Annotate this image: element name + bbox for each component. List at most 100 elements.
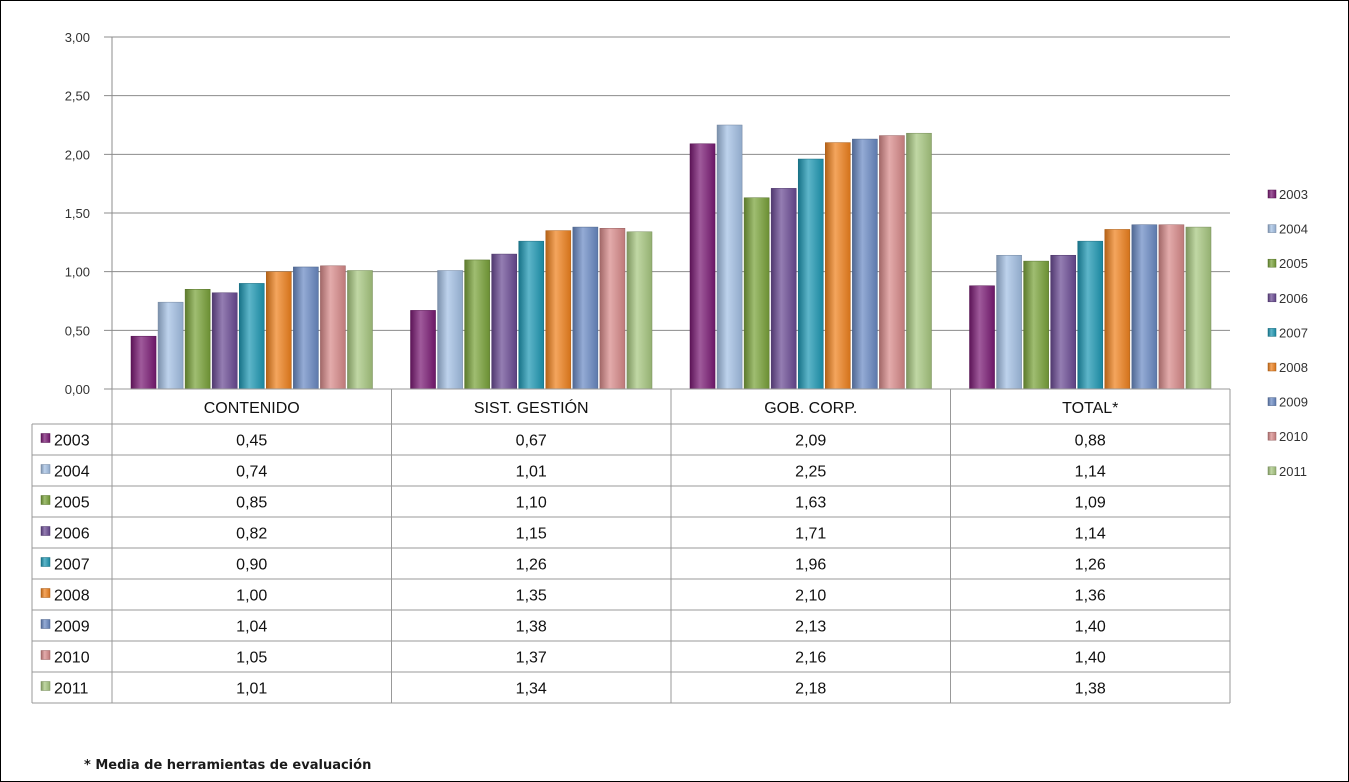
table-legend-key: [40, 557, 51, 567]
table-cell-value: 1,14: [1075, 526, 1106, 543]
category-label: CONTENIDO: [204, 400, 300, 417]
table-row-label: 2008: [54, 588, 90, 605]
bar-2004-2: [437, 270, 463, 390]
bar-2009-3: [852, 138, 878, 390]
table-legend-key: [40, 433, 51, 443]
legend-label: 2004: [1279, 222, 1308, 237]
table-legend-key: [40, 464, 51, 474]
bar-2005-4: [1023, 260, 1049, 390]
table-cell-value: 0,74: [236, 464, 267, 481]
legend-key: [1267, 258, 1277, 268]
legend-label: 2009: [1279, 395, 1308, 410]
legend-label: 2008: [1279, 360, 1308, 375]
bar-2010-3: [879, 135, 905, 390]
bar-2007-1: [238, 283, 265, 390]
legend-key: [1267, 431, 1277, 441]
bar-2011-1: [347, 270, 373, 390]
table-legend-key: [40, 619, 51, 629]
legend-key: [1267, 189, 1277, 199]
table-cell-value: 1,37: [516, 650, 547, 667]
table-cell-value: 0,82: [236, 526, 267, 543]
y-tick-label: 2,50: [65, 89, 90, 104]
legend-key: [1267, 328, 1277, 337]
bar-2005-3: [743, 197, 770, 390]
table-cell-value: 1,14: [1075, 464, 1106, 481]
table-cell-value: 1,40: [1075, 619, 1106, 636]
bar-2008-4: [1104, 229, 1131, 390]
bar-2009-4: [1131, 224, 1158, 390]
bar-2011-3: [906, 132, 932, 390]
table-cell-value: 0,85: [236, 495, 267, 512]
table-cell-value: 1,10: [516, 495, 547, 512]
bar-2008-1: [266, 271, 292, 390]
table-row-label: 2005: [54, 495, 90, 512]
table-cell-value: 0,45: [236, 433, 267, 450]
table-cell-value: 1,96: [795, 557, 826, 574]
y-tick-label: 3,00: [65, 30, 90, 45]
table-legend-key: [40, 588, 51, 598]
table-cell-value: 1,01: [236, 681, 267, 698]
bar-2006-1: [211, 292, 238, 390]
bar-2005-2: [464, 259, 490, 390]
legend-key: [1267, 224, 1277, 233]
table-cell-value: 2,10: [795, 588, 826, 605]
table-row-label: 2004: [54, 464, 90, 481]
bar-2009-2: [572, 226, 599, 390]
table-cell-value: 1,35: [516, 588, 547, 605]
table-cell-value: 1,15: [516, 526, 547, 543]
bar-2010-2: [599, 228, 626, 390]
table-cell-value: 1,38: [516, 619, 547, 636]
table-row-label: 2006: [54, 526, 90, 543]
table-cell-value: 1,71: [795, 526, 826, 543]
y-tick-label: 0,50: [65, 323, 90, 338]
bar-2007-2: [518, 240, 545, 390]
bar-2006-4: [1050, 254, 1076, 390]
table-legend-key: [40, 681, 51, 691]
table-legend-key: [40, 495, 51, 505]
bar-2004-4: [996, 254, 1022, 390]
bar-2006-2: [491, 253, 517, 390]
bar-2003-1: [130, 335, 157, 390]
bar-2004-1: [157, 301, 184, 390]
table-cell-value: 1,00: [236, 588, 267, 605]
table-row-label: 2009: [54, 619, 90, 636]
bar-2004-3: [716, 124, 743, 390]
table-cell-value: 0,88: [1075, 433, 1106, 450]
footnote: * Media de herramientas de evaluación: [84, 758, 372, 773]
bar-2003-2: [410, 310, 436, 390]
legend-key: [1267, 293, 1277, 303]
table-legend-key: [40, 526, 51, 536]
bar-2010-1: [320, 265, 346, 390]
table-cell-value: 2,13: [795, 619, 826, 636]
legend-key: [1267, 362, 1277, 372]
table-cell-value: 1,38: [1075, 681, 1106, 698]
table-row-label: 2007: [54, 557, 90, 574]
category-label: SIST. GESTIÓN: [474, 398, 589, 417]
table-cell-value: 1,40: [1075, 650, 1106, 667]
y-tick-label: 1,50: [65, 206, 90, 221]
legend-key: [1267, 466, 1277, 476]
table-legend-key: [40, 650, 51, 660]
bar-2009-1: [293, 266, 319, 390]
table-cell-value: 1,26: [1075, 557, 1106, 574]
bar-2011-4: [1185, 226, 1212, 390]
table-cell-value: 1,05: [236, 650, 267, 667]
table-cell-value: 2,09: [795, 433, 826, 450]
table-cell-value: 1,09: [1075, 495, 1106, 512]
bar-2007-4: [1077, 240, 1104, 390]
table-cell-value: 0,67: [516, 433, 547, 450]
legend-label: 2005: [1279, 256, 1308, 271]
table-cell-value: 1,63: [795, 495, 826, 512]
category-label: TOTAL*: [1062, 400, 1118, 417]
bar-2008-3: [825, 142, 851, 390]
y-tick-label: 2,00: [65, 147, 90, 162]
legend-label: 2011: [1279, 464, 1307, 479]
legend-label: 2006: [1279, 291, 1308, 306]
table-cell-value: 1,26: [516, 557, 547, 574]
bar-2006-3: [770, 188, 797, 390]
legend-key: [1267, 397, 1277, 406]
table-row-label: 2011: [54, 681, 89, 698]
table-cell-value: 1,34: [516, 681, 547, 698]
bar-2011-2: [626, 231, 653, 390]
table-cell-value: 0,90: [236, 557, 267, 574]
